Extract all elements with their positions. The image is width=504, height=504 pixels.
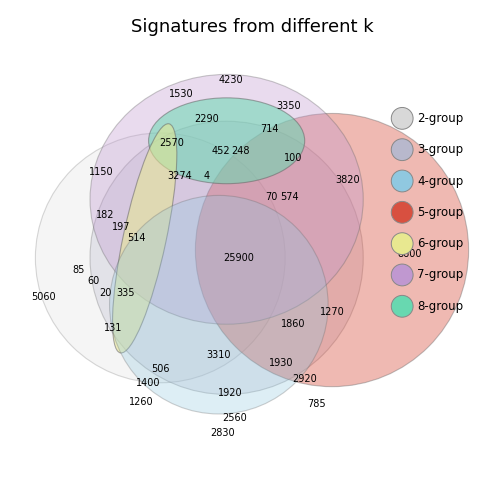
Circle shape bbox=[391, 139, 413, 161]
Text: 1920: 1920 bbox=[218, 388, 243, 398]
Circle shape bbox=[391, 233, 413, 255]
Text: 182: 182 bbox=[96, 210, 115, 220]
Ellipse shape bbox=[196, 113, 469, 387]
Ellipse shape bbox=[149, 98, 305, 183]
Text: 8600: 8600 bbox=[398, 249, 422, 259]
Text: 4: 4 bbox=[204, 171, 210, 181]
Text: 2570: 2570 bbox=[160, 138, 184, 148]
Text: 85: 85 bbox=[72, 265, 85, 275]
Circle shape bbox=[391, 295, 413, 317]
Text: 70: 70 bbox=[265, 193, 278, 203]
Text: 3-group: 3-group bbox=[417, 143, 463, 156]
Ellipse shape bbox=[90, 121, 363, 395]
Text: 1260: 1260 bbox=[129, 397, 153, 407]
Text: 2920: 2920 bbox=[292, 374, 317, 384]
Circle shape bbox=[391, 107, 413, 129]
Text: 60: 60 bbox=[88, 276, 100, 286]
Ellipse shape bbox=[35, 133, 285, 383]
Title: Signatures from different k: Signatures from different k bbox=[131, 18, 373, 36]
Text: 4230: 4230 bbox=[218, 75, 243, 85]
Text: 1270: 1270 bbox=[320, 307, 344, 318]
Text: 1150: 1150 bbox=[89, 167, 114, 177]
Text: 131: 131 bbox=[104, 323, 122, 333]
Text: 335: 335 bbox=[116, 288, 135, 298]
Text: 197: 197 bbox=[112, 222, 131, 232]
Text: 4-group: 4-group bbox=[417, 174, 463, 187]
Text: 1930: 1930 bbox=[269, 358, 293, 368]
Text: 25900: 25900 bbox=[223, 253, 254, 263]
Text: 7-group: 7-group bbox=[417, 269, 463, 281]
Text: 3274: 3274 bbox=[167, 171, 192, 181]
Circle shape bbox=[391, 264, 413, 286]
Text: 5060: 5060 bbox=[31, 292, 55, 302]
Text: 1860: 1860 bbox=[281, 319, 305, 329]
Ellipse shape bbox=[90, 75, 363, 324]
Text: 785: 785 bbox=[307, 399, 326, 409]
Text: 3310: 3310 bbox=[207, 350, 231, 360]
Ellipse shape bbox=[109, 196, 328, 414]
Text: 2560: 2560 bbox=[222, 413, 247, 423]
Text: 20: 20 bbox=[99, 288, 112, 298]
Text: 5-group: 5-group bbox=[417, 206, 463, 219]
Text: 1400: 1400 bbox=[136, 377, 161, 388]
Text: 248: 248 bbox=[231, 146, 249, 156]
Text: 8-group: 8-group bbox=[417, 300, 463, 313]
Circle shape bbox=[391, 170, 413, 192]
Text: 100: 100 bbox=[284, 153, 302, 163]
Text: 3350: 3350 bbox=[277, 101, 301, 111]
Text: 6-group: 6-group bbox=[417, 237, 463, 250]
Text: 506: 506 bbox=[151, 364, 169, 374]
Circle shape bbox=[391, 202, 413, 223]
Ellipse shape bbox=[112, 123, 177, 353]
Text: 574: 574 bbox=[280, 193, 298, 203]
Text: 2-group: 2-group bbox=[417, 112, 463, 125]
Text: 514: 514 bbox=[128, 233, 146, 243]
Text: 3820: 3820 bbox=[335, 175, 360, 185]
Text: 2830: 2830 bbox=[210, 428, 235, 438]
Text: 1530: 1530 bbox=[169, 89, 194, 99]
Text: 452: 452 bbox=[212, 146, 230, 156]
Text: 714: 714 bbox=[260, 124, 279, 134]
Text: 2290: 2290 bbox=[195, 114, 219, 124]
